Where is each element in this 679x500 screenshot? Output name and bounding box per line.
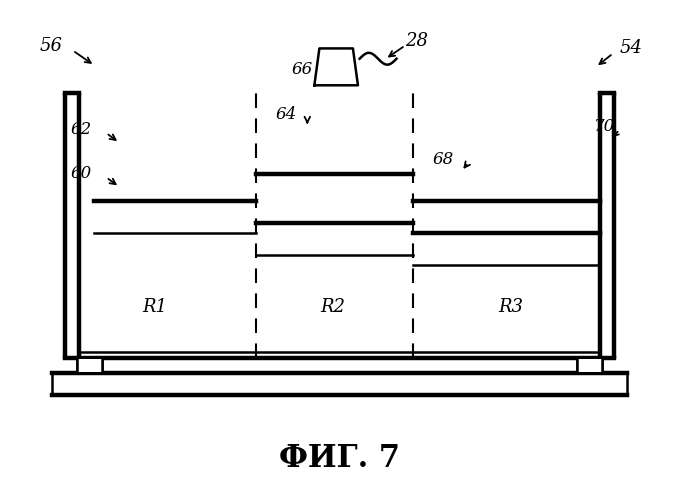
Text: 54: 54 xyxy=(620,40,643,58)
Text: 56: 56 xyxy=(39,37,62,55)
Bar xyxy=(77,358,102,372)
Bar xyxy=(577,358,602,372)
Text: 64: 64 xyxy=(275,106,297,124)
Text: ФИГ. 7: ФИГ. 7 xyxy=(279,444,400,474)
Text: 28: 28 xyxy=(405,32,428,50)
Text: 60: 60 xyxy=(71,166,92,182)
Text: R3: R3 xyxy=(498,298,523,316)
Polygon shape xyxy=(314,48,358,86)
Text: 68: 68 xyxy=(433,150,454,168)
Text: R2: R2 xyxy=(320,298,346,316)
Text: 66: 66 xyxy=(292,60,313,78)
Text: R1: R1 xyxy=(143,298,168,316)
Text: 70: 70 xyxy=(594,118,615,134)
Text: 62: 62 xyxy=(71,121,92,138)
